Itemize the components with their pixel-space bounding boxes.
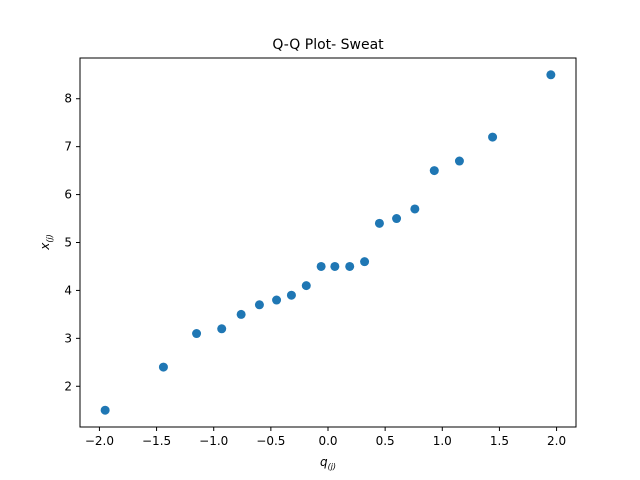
data-point: [330, 261, 340, 271]
x-tick-label: −0.5: [256, 434, 285, 448]
data-point: [217, 324, 227, 334]
x-tick-label: −2.0: [85, 434, 114, 448]
y-tick-label: 3: [64, 331, 72, 345]
data-point: [410, 204, 420, 214]
x-tick-label: 0.5: [376, 434, 395, 448]
data-point: [392, 214, 402, 224]
data-point: [272, 295, 282, 305]
y-axis-ticks: 2 3 4 5 6 7 8: [64, 92, 80, 393]
x-tick-label: 1.0: [433, 434, 452, 448]
y-axis-label-base: x: [38, 242, 52, 251]
data-point: [488, 132, 498, 142]
x-tick-label: −1.0: [199, 434, 228, 448]
data-point: [158, 362, 168, 372]
x-axis-label-base: q: [320, 455, 328, 469]
data-point: [254, 300, 264, 310]
x-tick-label: 0.0: [318, 434, 337, 448]
data-point: [546, 70, 556, 80]
y-axis-label-subscript: (j): [45, 234, 54, 242]
data-point: [286, 290, 296, 300]
y-tick-label: 7: [64, 140, 72, 154]
data-point: [360, 257, 370, 267]
data-point: [236, 309, 246, 319]
x-tick-label: 2.0: [547, 434, 566, 448]
data-points: [100, 70, 556, 415]
y-tick-label: 5: [64, 236, 72, 250]
data-point: [345, 261, 355, 271]
x-tick-label: −1.5: [142, 434, 171, 448]
data-point: [192, 329, 202, 339]
x-axis-ticks: −2.0 −1.5 −1.0 −0.5 0.0 0.5 1.0 1.5 2.0: [85, 427, 566, 448]
y-tick-label: 8: [64, 92, 72, 106]
x-tick-label: 1.5: [490, 434, 509, 448]
y-tick-label: 2: [64, 379, 72, 393]
y-axis-label: x(j): [38, 234, 54, 251]
data-point: [429, 166, 439, 176]
data-point: [316, 261, 326, 271]
y-tick-label: 4: [64, 283, 72, 297]
data-point: [301, 281, 311, 291]
data-point: [454, 156, 464, 166]
x-axis-label: q(j): [320, 455, 336, 471]
x-axis-label-subscript: (j): [328, 462, 336, 471]
data-point: [100, 405, 110, 415]
chart-title: Q-Q Plot- Sweat: [272, 37, 384, 53]
y-tick-label: 6: [64, 188, 72, 202]
data-point: [374, 218, 384, 228]
